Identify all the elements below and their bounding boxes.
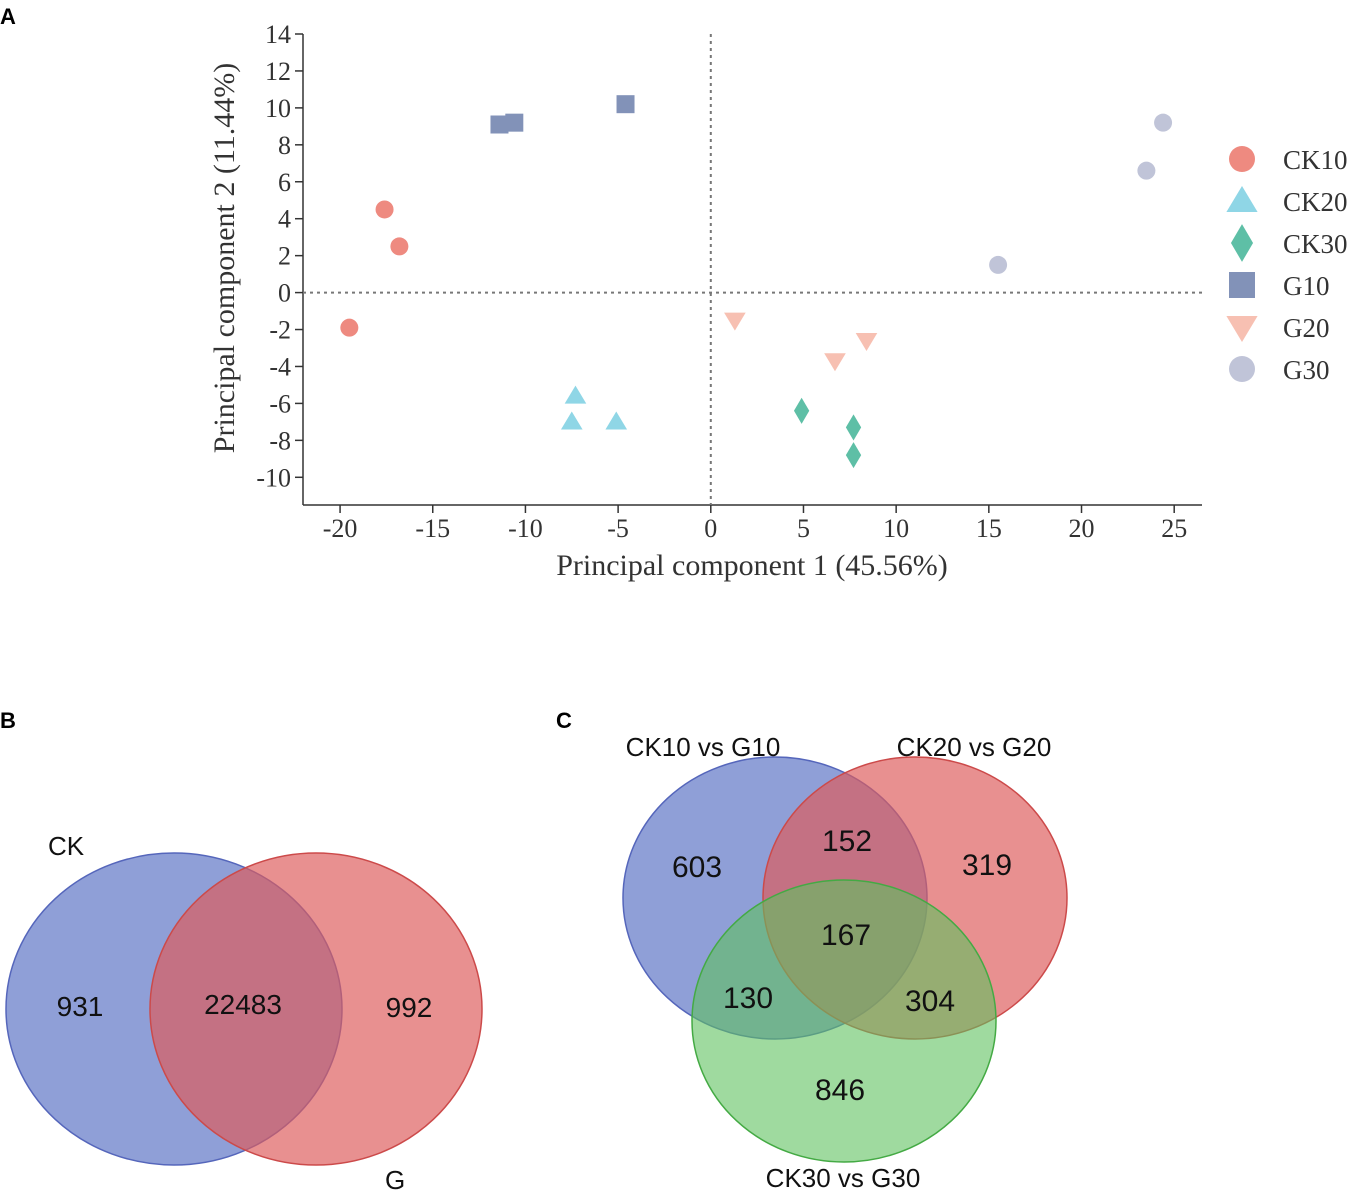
x-axis-label: Principal component 1 (45.56%) (556, 549, 948, 582)
point-ck20 (560, 411, 583, 430)
legend-label-g20: G20 (1283, 313, 1330, 343)
y-tick-label: 14 (265, 20, 291, 49)
point-g20 (824, 353, 846, 372)
x-tick-label: 0 (704, 514, 717, 543)
y-tick-label: -6 (269, 389, 291, 418)
venn-set-g (149, 852, 483, 1166)
x-tick-label: 5 (797, 514, 810, 543)
x-tick-label: -5 (607, 514, 629, 543)
legend-marker-g10 (1229, 272, 1255, 298)
y-tick-label: 0 (278, 279, 291, 308)
point-g30 (1154, 113, 1173, 132)
legend-label-g10: G10 (1283, 271, 1330, 301)
x-ticks: -20 -15 -10 -5 0 5 10 15 20 25 (323, 505, 1187, 543)
venn-region-g-only: 992 (386, 992, 433, 1023)
pca-scatter-plot: -20 -15 -10 -5 0 5 10 15 20 25 14121086420-2-4-6-… (208, 20, 1348, 582)
point-ck30 (793, 397, 810, 424)
x-tick-label: -15 (415, 514, 450, 543)
legend-label-ck20: CK20 (1283, 187, 1348, 217)
point-ck30 (845, 442, 862, 469)
venn-region-both: 22483 (204, 989, 282, 1020)
panel-label-c: C (556, 708, 572, 733)
y-tick-label: 2 (278, 242, 291, 271)
venn-set-label-ck30-vs-g30: CK30 vs G30 (766, 1163, 921, 1193)
point-ck10 (390, 237, 409, 256)
point-g10 (616, 95, 635, 114)
legend-marker-ck10 (1229, 146, 1255, 172)
panel-label-b: B (0, 708, 16, 733)
x-tick-label: 15 (976, 514, 1002, 543)
venn-diagram-two-set: CK G 931 22483 992 (5, 831, 483, 1193)
venn-set-ck30-vs-g30 (691, 879, 997, 1163)
point-ck10 (340, 318, 359, 337)
point-ck20 (564, 385, 587, 404)
point-ck20 (605, 411, 628, 430)
venn-region-abc: 167 (821, 919, 871, 952)
point-g10 (505, 113, 524, 132)
venn-region-bc: 304 (905, 985, 955, 1018)
y-ticks: 14 12 10 8 6 4 2 0 -2 -4 -6 -8 -10 (256, 20, 303, 492)
y-tick-label: -8 (269, 426, 291, 455)
y-tick-label: 10 (265, 94, 291, 123)
venn-region-c-only: 846 (815, 1074, 865, 1107)
point-g10 (490, 115, 509, 134)
legend-marker-g30 (1229, 356, 1255, 382)
legend-label-ck30: CK30 (1283, 229, 1348, 259)
venn-region-ck-only: 931 (57, 991, 104, 1022)
x-tick-label: 10 (883, 514, 909, 543)
y-tick-label: -10 (256, 463, 291, 492)
point-g20 (724, 312, 746, 331)
venn-set-label-ck20-vs-g20: CK20 vs G20 (897, 732, 1052, 762)
venn-region-ac: 130 (723, 982, 773, 1015)
x-tick-label: -20 (323, 514, 358, 543)
venn-region-b-only: 319 (962, 849, 1012, 882)
point-g30 (989, 255, 1008, 274)
panel-label-a: A (0, 4, 16, 29)
venn-set-label-ck: CK (48, 831, 85, 861)
data-points (340, 95, 1173, 469)
point-ck10 (375, 200, 394, 219)
y-tick-label: -2 (269, 316, 291, 345)
venn-region-ab: 152 (822, 825, 872, 858)
x-tick-label: -10 (508, 514, 543, 543)
point-g20 (855, 332, 878, 351)
y-tick-label: 6 (278, 168, 291, 197)
legend-label-ck10: CK10 (1283, 145, 1348, 175)
x-tick-label: 20 (1069, 514, 1095, 543)
venn-set-label-ck10-vs-g10: CK10 vs G10 (626, 732, 781, 762)
point-g30 (1137, 161, 1156, 180)
venn-diagram-three-set: CK10 vs G10 CK20 vs G20 CK30 vs G30 603 … (622, 732, 1068, 1193)
y-tick-label: 8 (278, 131, 291, 160)
legend-marker-ck30 (1230, 224, 1254, 262)
legend-marker-ck20 (1226, 186, 1258, 213)
y-tick-label: -4 (269, 352, 291, 381)
legend: CK10 CK20 CK30 G10 G20 G30 (1226, 145, 1348, 385)
y-tick-label: 4 (278, 205, 291, 234)
y-tick-label: 12 (265, 57, 291, 86)
point-ck30 (845, 414, 862, 441)
venn-region-a-only: 603 (672, 851, 722, 884)
legend-marker-g20 (1226, 315, 1258, 342)
venn-set-label-g: G (385, 1165, 405, 1193)
legend-label-g30: G30 (1283, 355, 1330, 385)
y-axis-label: Principal component 2 (11.44%) (208, 63, 241, 453)
x-tick-label: 25 (1161, 514, 1187, 543)
